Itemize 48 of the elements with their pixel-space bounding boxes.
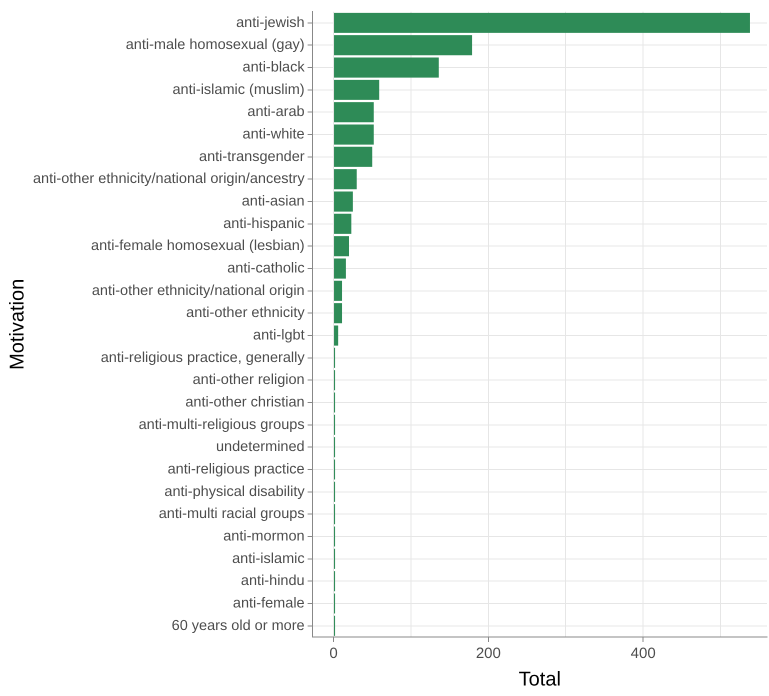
y-tick-label: anti-physical disability: [164, 484, 306, 500]
y-tick-label: anti-white: [242, 126, 305, 143]
y-tick-label: anti-mormon: [223, 528, 305, 545]
x-tick-label: 200: [476, 645, 501, 662]
y-tick-label: anti-multi-religious groups: [138, 416, 305, 433]
bar: [334, 12, 750, 33]
y-tick-label: anti-asian: [242, 194, 305, 210]
y-tick-label: anti-religious practice, generally: [100, 350, 306, 366]
y-tick-label: anti-hispanic: [223, 216, 305, 232]
bar: [334, 214, 352, 234]
y-tick-label: anti-female homosexual (lesbian): [91, 238, 305, 254]
bar: [334, 57, 439, 78]
y-tick-label: anti-catholic: [227, 260, 305, 277]
bar: [334, 303, 342, 324]
y-tick-label: anti-hindu: [240, 573, 305, 590]
x-tick-label: 400: [630, 645, 656, 662]
y-tick-label: anti-other ethnicity/national origin: [92, 282, 305, 299]
y-tick-label: anti-lgbt: [253, 328, 305, 344]
bar: [334, 169, 357, 190]
bar: [334, 124, 374, 145]
y-tick-label: anti-black: [242, 60, 306, 76]
bar: [334, 258, 346, 279]
y-tick-label: anti-other christian: [185, 394, 305, 411]
x-axis-title: Total: [518, 668, 561, 691]
y-axis-title: Motivation: [6, 278, 29, 370]
y-tick-label: anti-islamic: [232, 550, 305, 567]
y-tick-label: undetermined: [216, 439, 305, 456]
y-tick-label: anti-other religion: [192, 372, 305, 388]
bar: [334, 325, 338, 346]
y-tick-label: anti-other ethnicity/national origin/ancestry: [32, 171, 306, 188]
y-tick-label: anti-female: [232, 596, 305, 612]
y-tick-label: anti-male homosexual (gay): [126, 37, 305, 54]
y-tick-label: anti-other ethnicity: [186, 305, 306, 322]
bar: [334, 280, 342, 301]
y-tick-label: anti-islamic (muslim): [172, 82, 305, 98]
y-tick-label: anti-religious practice: [168, 462, 305, 478]
y-tick-label: anti-transgender: [199, 148, 305, 165]
y-tick-label: anti-jewish: [236, 14, 305, 31]
y-tick-label: 60 years old or more: [172, 618, 305, 634]
bar: [334, 35, 472, 56]
bar: [334, 191, 353, 212]
bar: [334, 146, 372, 167]
y-tick-label: anti-arab: [247, 104, 305, 120]
bar: [334, 102, 374, 122]
y-tick-label: anti-multi racial groups: [158, 506, 305, 522]
x-tick-label: 0: [329, 645, 338, 662]
bar: [334, 80, 380, 100]
bar: [334, 236, 349, 256]
